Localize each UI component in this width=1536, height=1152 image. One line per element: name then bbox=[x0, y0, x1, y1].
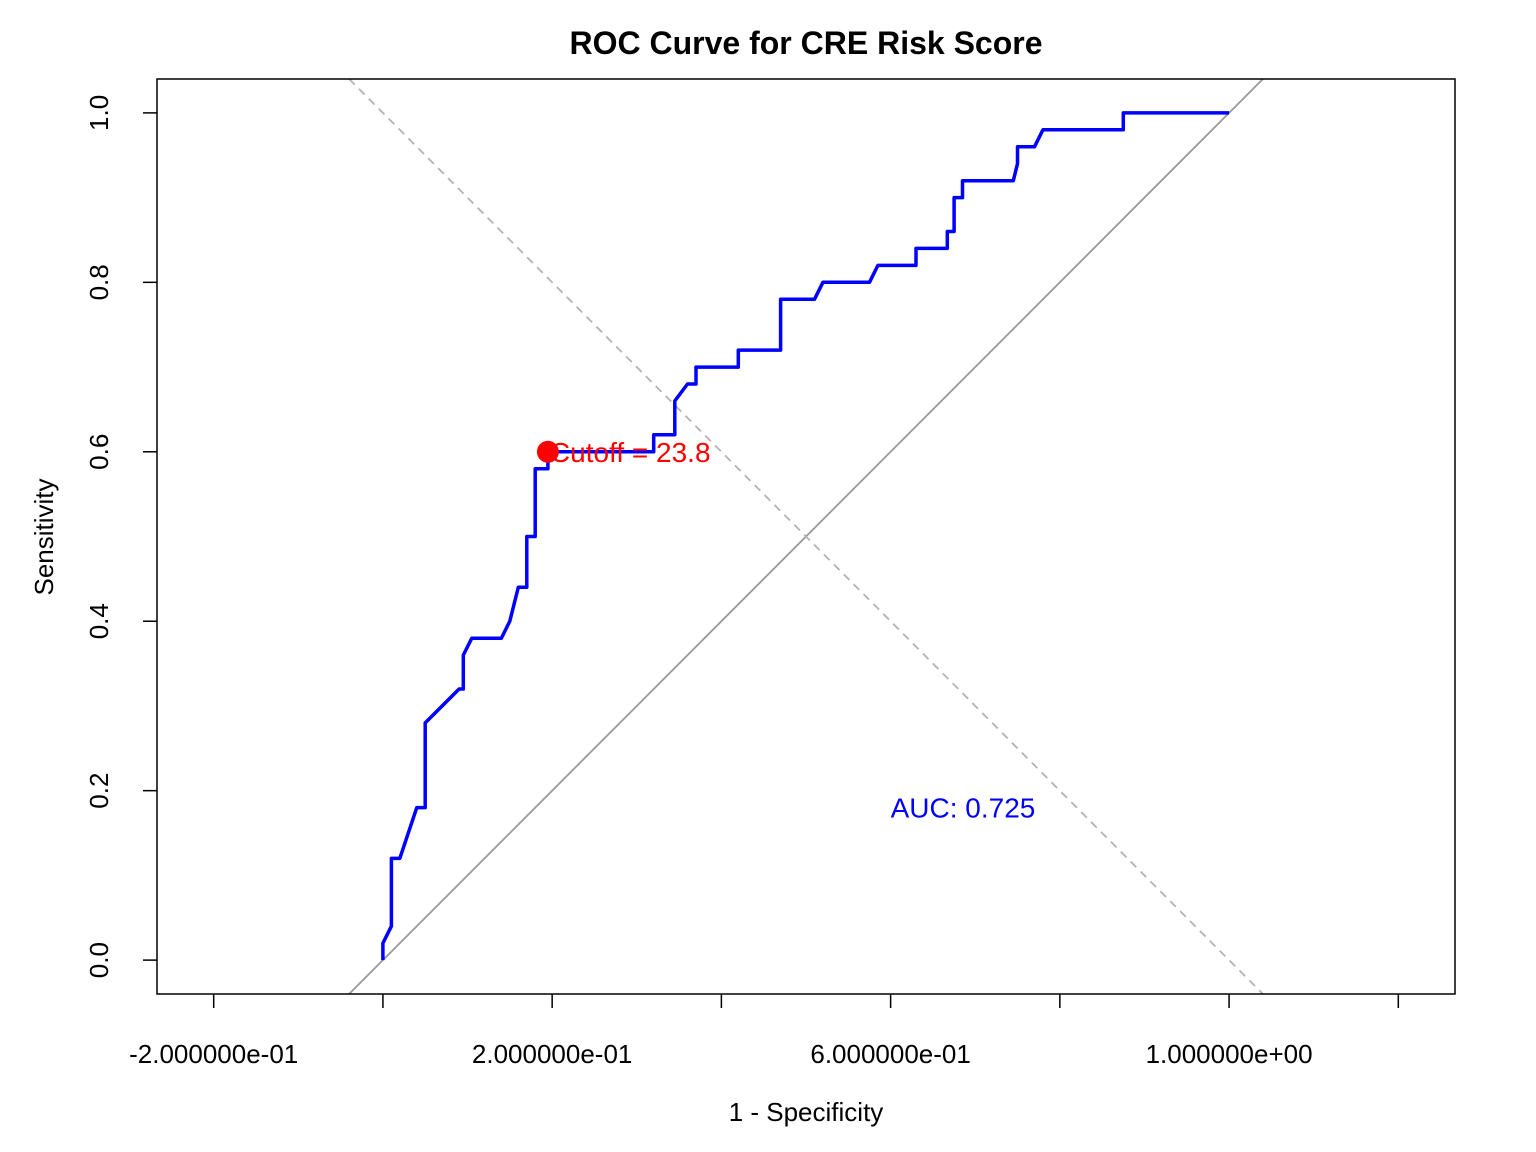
y-axis-label: Sensitivity bbox=[29, 478, 59, 595]
x-axis-label: 1 - Specificity bbox=[729, 1097, 884, 1127]
x-tick-label: 1.000000e+00 bbox=[1146, 1039, 1313, 1069]
y-tick-label: 0.4 bbox=[84, 603, 114, 639]
y-tick-label: 0.2 bbox=[84, 773, 114, 809]
y-tick-label: 1.0 bbox=[84, 95, 114, 131]
x-tick-label: 2.000000e-01 bbox=[472, 1039, 632, 1069]
chart-title: ROC Curve for CRE Risk Score bbox=[569, 25, 1042, 61]
dashed-line bbox=[348, 79, 1264, 994]
x-tick-label: -2.000000e-01 bbox=[129, 1039, 298, 1069]
cutoff-label: Cutoff = 23.8 bbox=[550, 437, 711, 468]
y-tick-label: 0.8 bbox=[84, 264, 114, 300]
auc-label: AUC: 0.725 bbox=[891, 793, 1036, 824]
cutoff-point bbox=[536, 440, 559, 463]
y-tick-label: 0.0 bbox=[84, 942, 114, 978]
plot-border bbox=[156, 78, 1456, 995]
y-tick-label: 0.6 bbox=[84, 434, 114, 470]
roc-curve-line bbox=[381, 111, 1230, 961]
x-tick-label: 6.000000e-01 bbox=[810, 1039, 970, 1069]
